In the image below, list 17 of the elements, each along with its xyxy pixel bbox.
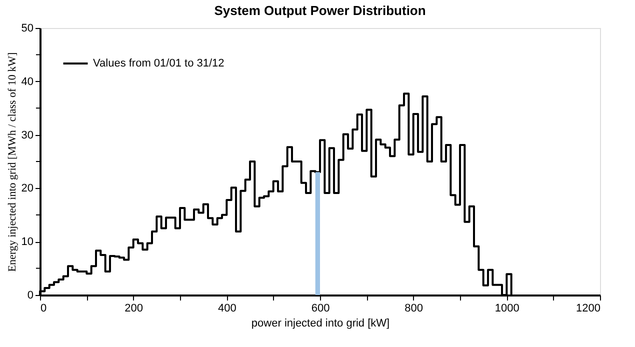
legend-label: Values from 01/01 to 31/12 bbox=[93, 58, 224, 70]
x-axis-title: power injected into grid [kW] bbox=[251, 318, 390, 330]
y-tick-label: 40 bbox=[21, 76, 34, 88]
x-tick-label: 200 bbox=[124, 302, 144, 314]
y-axis-title: Energy injected into grid [MWh / class of 10 kW] bbox=[6, 52, 18, 272]
x-tick-label: 600 bbox=[311, 302, 330, 314]
x-tick-label: 800 bbox=[404, 302, 424, 314]
chart-title: System Output Power Distribution bbox=[214, 3, 426, 18]
y-tick-label: 50 bbox=[21, 22, 34, 34]
y-tick-label: 10 bbox=[21, 236, 34, 248]
x-tick-label: 400 bbox=[218, 302, 236, 314]
x-tick-label: 1200 bbox=[576, 302, 600, 314]
y-tick-label: 0 bbox=[27, 290, 34, 302]
y-tick-label: 20 bbox=[21, 182, 34, 195]
y-tick-label: 30 bbox=[21, 129, 34, 142]
x-tick-label: 1000 bbox=[494, 302, 520, 314]
x-tick-label: 0 bbox=[40, 302, 47, 314]
